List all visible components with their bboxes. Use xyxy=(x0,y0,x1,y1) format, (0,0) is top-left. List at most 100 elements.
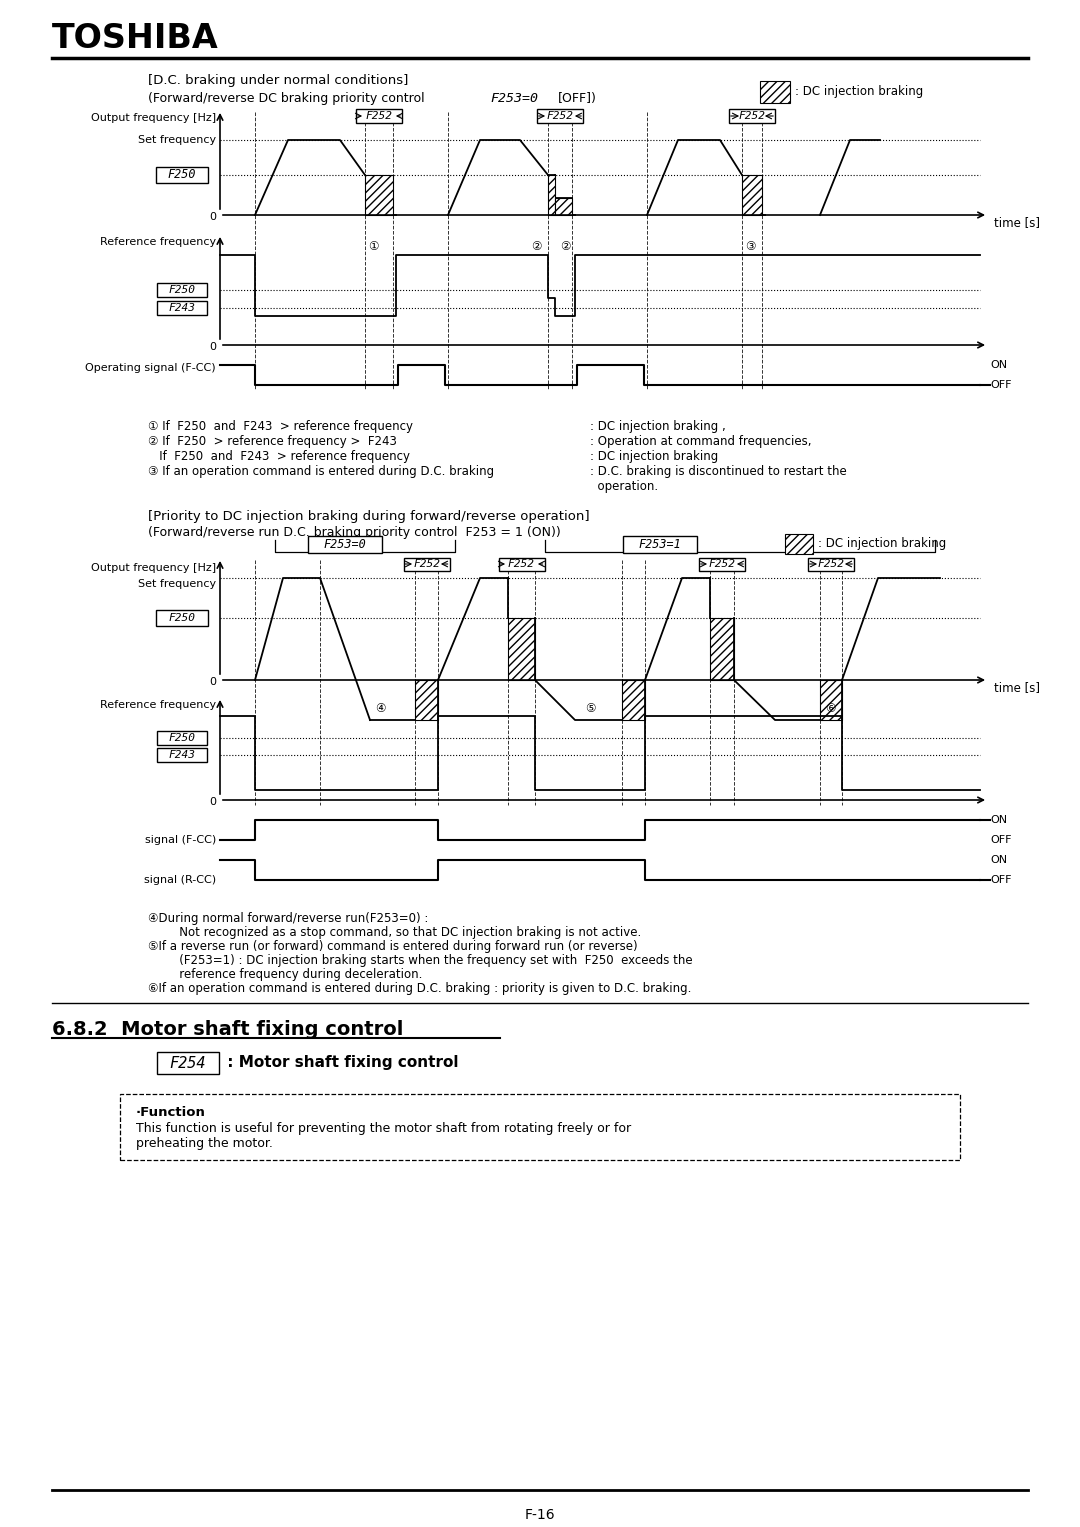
Bar xyxy=(820,680,842,721)
Text: F254: F254 xyxy=(170,1055,206,1070)
Bar xyxy=(785,534,813,554)
Text: ③: ③ xyxy=(745,240,755,252)
Text: (F253=1) : DC injection braking starts when the frequency set with  F250  exceed: (F253=1) : DC injection braking starts w… xyxy=(168,954,692,967)
Text: F250: F250 xyxy=(168,733,195,744)
Text: ⑥If an operation command is entered during D.C. braking : priority is given to D: ⑥If an operation command is entered duri… xyxy=(148,982,691,996)
Text: Set frequency: Set frequency xyxy=(138,579,216,589)
Text: F252: F252 xyxy=(365,111,392,121)
Text: time [s]: time [s] xyxy=(994,681,1040,695)
Text: ①: ① xyxy=(368,240,378,252)
Text: Operating signal (F-CC): Operating signal (F-CC) xyxy=(85,363,216,373)
Text: operation.: operation. xyxy=(590,479,658,493)
Text: preheating the motor.: preheating the motor. xyxy=(136,1138,273,1150)
Text: OFF: OFF xyxy=(990,875,1012,886)
Text: signal (F-CC): signal (F-CC) xyxy=(145,835,216,844)
Text: OFF: OFF xyxy=(990,835,1012,844)
Text: 0: 0 xyxy=(210,676,216,687)
Text: Reference frequency: Reference frequency xyxy=(99,237,216,247)
Text: F253=0: F253=0 xyxy=(324,538,366,551)
Text: This function is useful for preventing the motor shaft from rotating freely or f: This function is useful for preventing t… xyxy=(136,1122,631,1135)
Text: 0: 0 xyxy=(210,797,216,806)
Bar xyxy=(548,176,555,215)
Text: F250: F250 xyxy=(167,168,197,182)
Text: : D.C. braking is discontinued to restart the: : D.C. braking is discontinued to restar… xyxy=(590,466,847,478)
Bar xyxy=(404,557,449,571)
Bar xyxy=(729,108,775,124)
Text: F253=1: F253=1 xyxy=(638,538,681,551)
Text: ON: ON xyxy=(990,815,1008,825)
Text: F253=1: F253=1 xyxy=(638,538,681,551)
Text: ③ If an operation command is entered during D.C. braking: ③ If an operation command is entered dur… xyxy=(148,466,495,478)
Text: If  F250  and  F243  > reference frequency: If F250 and F243 > reference frequency xyxy=(148,450,410,463)
Text: ⑤: ⑤ xyxy=(584,702,595,716)
Text: ⑥: ⑥ xyxy=(825,702,835,716)
Text: [Priority to DC injection braking during forward/reverse operation]: [Priority to DC injection braking during… xyxy=(148,510,590,524)
Text: ④: ④ xyxy=(375,702,386,716)
Text: F253=0: F253=0 xyxy=(324,538,366,551)
Text: TOSHIBA: TOSHIBA xyxy=(52,21,219,55)
Text: F252: F252 xyxy=(708,559,735,570)
Bar xyxy=(157,748,207,762)
Bar xyxy=(120,1093,960,1161)
Text: [D.C. braking under normal conditions]: [D.C. braking under normal conditions] xyxy=(148,73,408,87)
Text: ·Function: ·Function xyxy=(136,1106,206,1119)
Bar xyxy=(365,176,393,215)
Bar xyxy=(499,557,544,571)
Bar xyxy=(508,618,535,680)
Text: 0: 0 xyxy=(210,212,216,221)
Text: F252: F252 xyxy=(413,559,440,570)
Bar xyxy=(157,301,207,315)
Text: F243: F243 xyxy=(168,750,195,760)
Text: ②: ② xyxy=(559,240,570,252)
Bar xyxy=(623,536,697,553)
Text: ON: ON xyxy=(990,855,1008,864)
Text: F250: F250 xyxy=(168,612,195,623)
Text: OFF: OFF xyxy=(990,380,1012,389)
Text: F252: F252 xyxy=(739,111,766,121)
Bar xyxy=(555,199,572,215)
Text: ① If  F250  and  F243  > reference frequency: ① If F250 and F243 > reference frequency xyxy=(148,420,413,434)
Text: ④During normal forward/reverse run(F253=0) :: ④During normal forward/reverse run(F253=… xyxy=(148,912,429,925)
Text: signal (R-CC): signal (R-CC) xyxy=(144,875,216,886)
Text: F252: F252 xyxy=(508,559,535,570)
Text: F-16: F-16 xyxy=(525,1509,555,1522)
Bar xyxy=(308,536,382,553)
Text: Set frequency: Set frequency xyxy=(138,134,216,145)
Text: : DC injection braking: : DC injection braking xyxy=(818,538,946,551)
Text: : DC injection braking: : DC injection braking xyxy=(590,450,718,463)
Text: 0: 0 xyxy=(210,342,216,353)
Bar xyxy=(157,731,207,745)
Text: F243: F243 xyxy=(168,302,195,313)
Text: 6.8.2  Motor shaft fixing control: 6.8.2 Motor shaft fixing control xyxy=(52,1020,403,1038)
Text: ② If  F250  > reference frequency >  F243: ② If F250 > reference frequency > F243 xyxy=(148,435,396,447)
Text: Output frequency [Hz]: Output frequency [Hz] xyxy=(91,113,216,124)
Bar xyxy=(156,609,208,626)
Text: F253=0: F253=0 xyxy=(490,92,538,105)
Bar xyxy=(699,557,745,571)
Bar xyxy=(710,618,734,680)
Text: (Forward/reverse run D.C. braking priority control  F253 = 1 (ON)): (Forward/reverse run D.C. braking priori… xyxy=(148,525,561,539)
Bar xyxy=(157,282,207,296)
Bar xyxy=(760,81,789,102)
Bar xyxy=(622,680,645,721)
Bar xyxy=(808,557,854,571)
Bar xyxy=(157,1052,219,1073)
Text: Reference frequency: Reference frequency xyxy=(99,699,216,710)
Bar xyxy=(356,108,402,124)
Text: time [s]: time [s] xyxy=(994,217,1040,229)
Bar xyxy=(156,166,208,183)
Text: ⑤If a reverse run (or forward) command is entered during forward run (or reverse: ⑤If a reverse run (or forward) command i… xyxy=(148,941,637,953)
Text: Not recognized as a stop command, so that DC injection braking is not active.: Not recognized as a stop command, so tha… xyxy=(168,925,642,939)
Text: ON: ON xyxy=(990,360,1008,370)
Text: reference frequency during deceleration.: reference frequency during deceleration. xyxy=(168,968,422,980)
Text: : Operation at command frequencies,: : Operation at command frequencies, xyxy=(590,435,811,447)
Text: : DC injection braking ,: : DC injection braking , xyxy=(590,420,726,434)
Text: : Motor shaft fixing control: : Motor shaft fixing control xyxy=(222,1055,459,1070)
Bar xyxy=(537,108,583,124)
Text: (Forward/reverse DC braking priority control: (Forward/reverse DC braking priority con… xyxy=(148,92,433,105)
Text: F252: F252 xyxy=(818,559,845,570)
Bar xyxy=(415,680,438,721)
Text: ②: ② xyxy=(530,240,541,252)
Text: : DC injection braking: : DC injection braking xyxy=(795,86,923,99)
Text: [OFF]): [OFF]) xyxy=(558,92,597,105)
